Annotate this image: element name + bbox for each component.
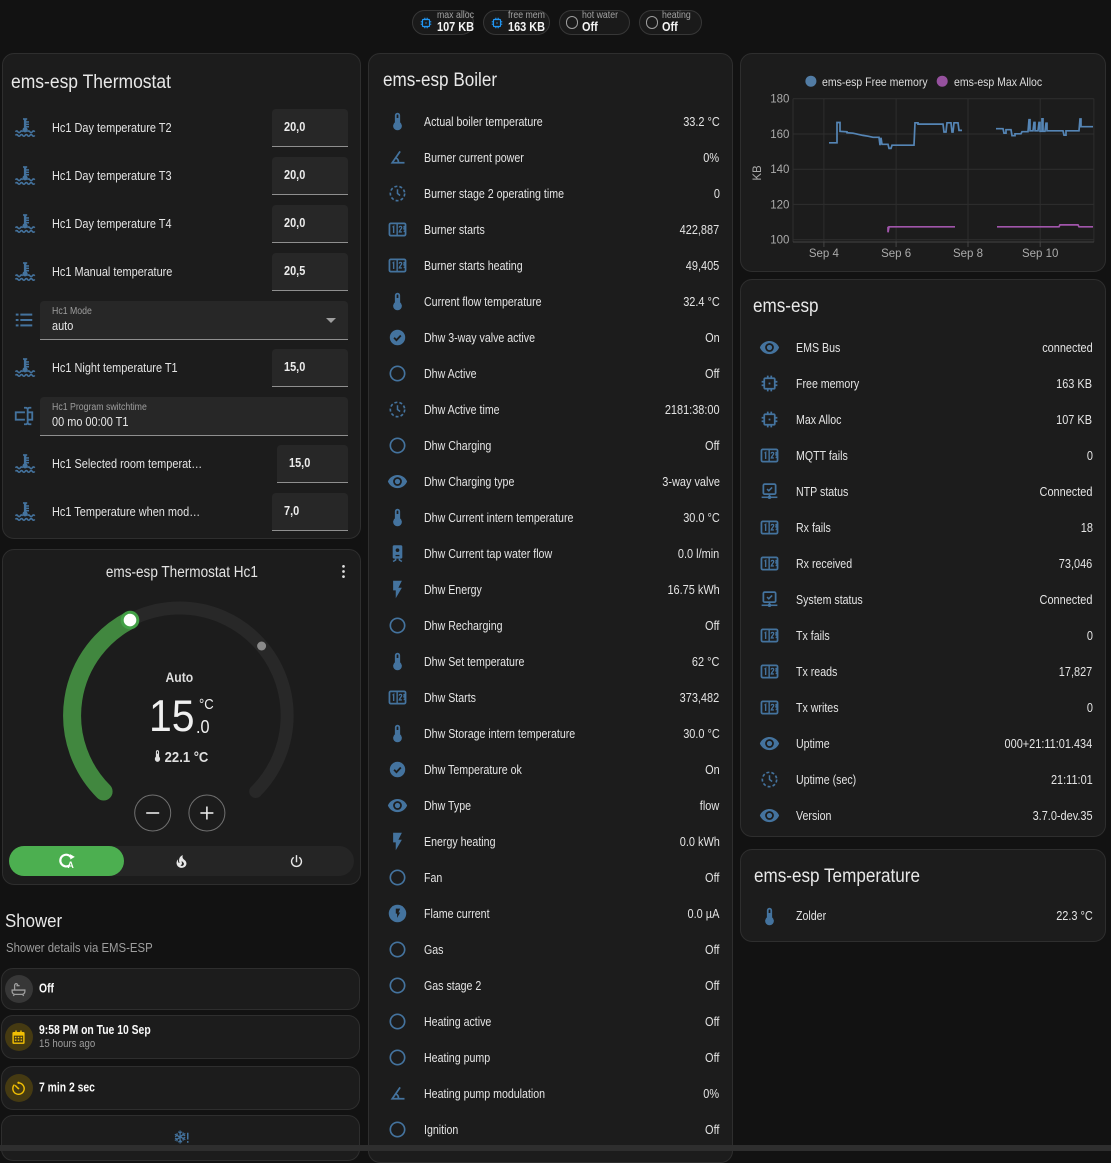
svg-text:Sep 6: Sep 6 xyxy=(881,248,911,260)
svg-text:140: 140 xyxy=(770,164,789,176)
svg-text:120: 120 xyxy=(770,199,789,211)
svg-text:180: 180 xyxy=(770,94,789,106)
svg-text:Sep 8: Sep 8 xyxy=(953,248,983,260)
svg-text:100: 100 xyxy=(770,235,789,247)
svg-text:Sep 10: Sep 10 xyxy=(1022,248,1058,260)
svg-text:160: 160 xyxy=(770,129,789,141)
svg-text:KB: KB xyxy=(752,165,764,181)
svg-text:Sep 4: Sep 4 xyxy=(809,248,840,260)
